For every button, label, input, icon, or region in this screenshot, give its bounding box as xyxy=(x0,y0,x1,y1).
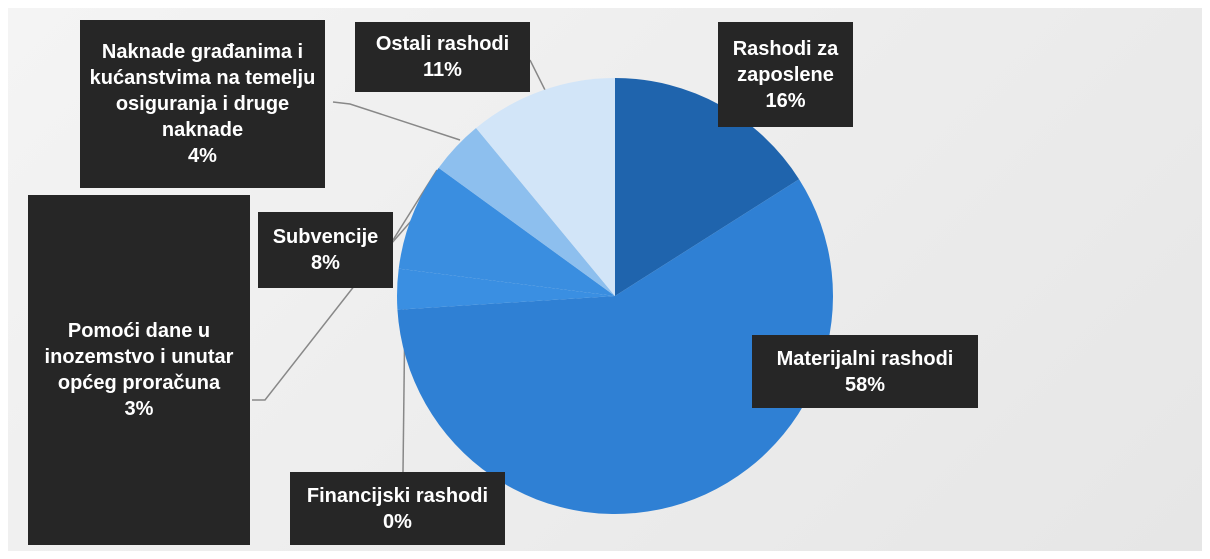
data-label: Rashodi za zaposlene 16% xyxy=(718,22,853,127)
data-label: Financijski rashodi 0% xyxy=(290,472,505,545)
data-label: Naknade građanima i kućanstvima na temel… xyxy=(80,20,325,188)
label-value: 0% xyxy=(383,510,412,533)
label-value: 16% xyxy=(765,89,806,112)
pie-slice xyxy=(397,268,615,310)
data-label: Materijalni rashodi 58% xyxy=(752,335,978,408)
label-name: Pomoći dane u inozemstvo i unutar općeg … xyxy=(44,320,234,394)
label-name: Financijski rashodi xyxy=(306,484,489,507)
pie-slice xyxy=(476,78,615,296)
pie-slice xyxy=(397,179,834,514)
pie-slice xyxy=(398,167,615,296)
data-label: Subvencije 8% xyxy=(258,212,393,288)
label-value: 4% xyxy=(188,145,217,167)
label-value: 3% xyxy=(124,398,154,420)
pie-slice xyxy=(438,128,615,296)
leader-line xyxy=(529,59,546,91)
data-label: Ostali rashodi 11% xyxy=(355,22,530,92)
label-value: 11% xyxy=(423,59,462,81)
label-name: Materijalni rashodi xyxy=(776,347,954,370)
label-name: Rashodi za zaposlene xyxy=(732,37,839,86)
label-value: 8% xyxy=(311,252,340,274)
label-value: 58% xyxy=(844,373,886,396)
label-name: Subvencije xyxy=(272,226,379,248)
label-name: Ostali rashodi xyxy=(375,33,510,55)
label-name: Naknade građanima i kućanstvima na temel… xyxy=(89,41,316,141)
leader-line xyxy=(332,101,461,141)
pie-slice xyxy=(615,78,800,296)
data-label: Pomoći dane u inozemstvo i unutar općeg … xyxy=(28,195,250,545)
